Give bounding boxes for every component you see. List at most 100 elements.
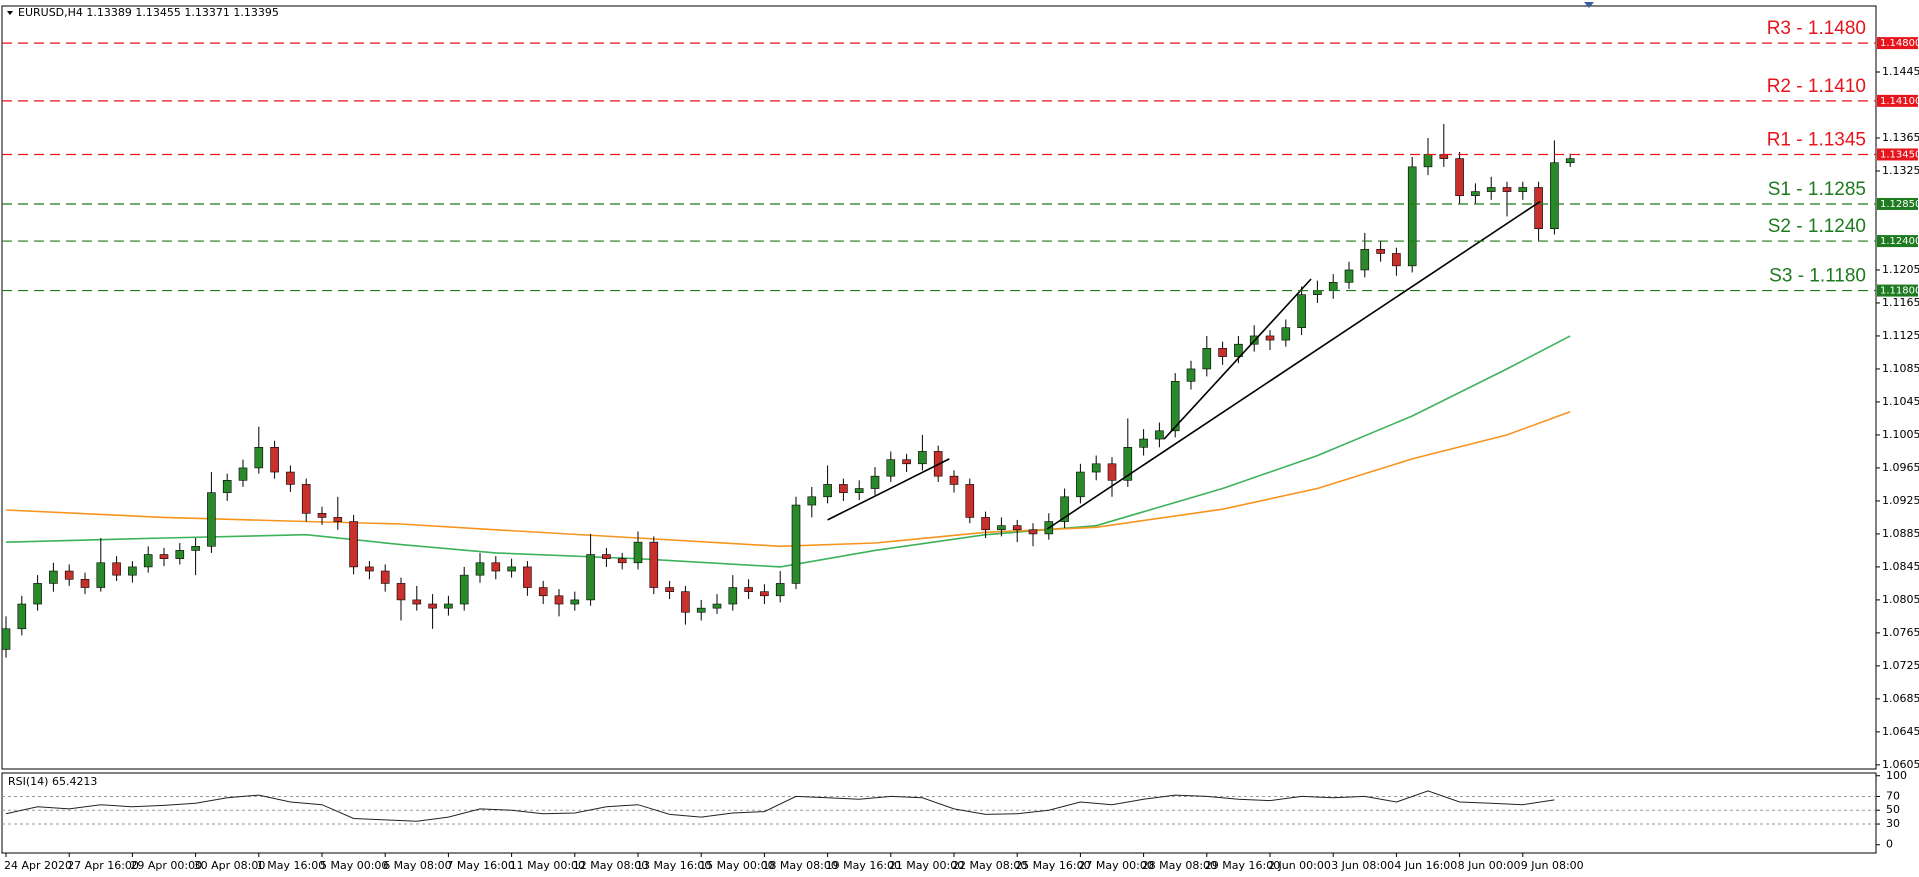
level-label: S2 - 1.1240	[1768, 216, 1866, 237]
candle-body	[1170, 381, 1180, 432]
candle-body	[791, 504, 801, 584]
candle-body	[1297, 294, 1306, 328]
level-tag	[1877, 284, 1918, 297]
trendline	[827, 458, 950, 521]
x-tick-label: 12 May 08:00	[573, 859, 648, 872]
candle-body	[349, 521, 358, 568]
candle-body	[428, 603, 437, 609]
level-tag	[1877, 148, 1918, 161]
candle-body	[1360, 249, 1370, 271]
x-tick-label: 28 May 08:00	[1142, 859, 1217, 872]
level-label: R1 - 1.1345	[1767, 129, 1866, 150]
x-tick-label: 29 Apr 00:00	[130, 859, 202, 872]
candle-body	[1471, 191, 1480, 197]
x-tick-label: 27 May 00:00	[1078, 859, 1153, 872]
candle-body	[49, 570, 58, 584]
candle-body	[1123, 447, 1133, 481]
x-tick-label: 1 May 16:00	[257, 859, 325, 872]
x-tick-label: 30 Apr 08:00	[194, 859, 266, 872]
candle-body	[1028, 529, 1038, 535]
candle-body	[96, 562, 106, 588]
candle-body	[112, 562, 121, 576]
y-tick-label: 1.11250	[1882, 329, 1919, 342]
x-tick-label: 4 Jun 16:00	[1394, 859, 1457, 872]
level-tag-label: 1.14100	[1880, 96, 1919, 107]
candle-body	[491, 562, 501, 572]
candle-body	[254, 447, 264, 469]
level-tag-label: 1.12400	[1880, 236, 1919, 247]
candle-body	[1455, 158, 1464, 197]
candle-body	[1423, 154, 1433, 168]
candle-body	[807, 496, 817, 506]
y-tick-label: 1.06850	[1882, 692, 1919, 705]
candle-body	[396, 583, 406, 601]
y-tick-label: 1.10050	[1882, 428, 1919, 441]
level-tag	[1877, 37, 1918, 50]
candle-body	[1486, 187, 1496, 192]
candle-body	[602, 554, 611, 559]
candle-body	[965, 484, 975, 518]
x-tick-label: 7 May 16:00	[446, 859, 514, 872]
candle-body	[696, 607, 706, 613]
level-label: R3 - 1.1480	[1767, 18, 1866, 39]
level-tag-label: 1.11800	[1880, 286, 1919, 297]
candle-body	[1155, 430, 1164, 440]
candle-body	[712, 603, 722, 609]
y-tick-label: 1.08450	[1882, 560, 1919, 573]
candle-body	[17, 603, 27, 630]
candle-body	[760, 591, 769, 597]
level-tag	[1877, 197, 1918, 210]
candle-body	[1107, 463, 1117, 481]
candle-body	[839, 484, 848, 493]
candle-body	[1076, 471, 1085, 498]
chart-title: EURUSD,H4 1.13389 1.13455 1.13371 1.1339…	[18, 6, 279, 19]
candle-body	[1328, 282, 1338, 291]
candle-body	[80, 578, 90, 588]
candle-body	[886, 459, 896, 477]
candle-body	[633, 541, 643, 564]
rsi-line	[5, 790, 1555, 822]
candle-body	[459, 574, 469, 605]
candle-body	[333, 517, 343, 522]
rsi-tick-label: 100	[1886, 769, 1907, 782]
x-tick-label: 27 Apr 16:00	[67, 859, 139, 872]
y-tick-label: 1.12050	[1882, 263, 1919, 276]
x-tick-label: 6 May 08:00	[383, 859, 451, 872]
candle-body	[1091, 463, 1101, 473]
trendline	[1046, 200, 1541, 530]
candle-body	[523, 566, 532, 588]
level-tag	[1877, 235, 1918, 248]
rsi-pane	[1, 772, 1877, 854]
y-tick-label: 1.10450	[1882, 395, 1919, 408]
candle-body	[444, 603, 453, 609]
candle-body	[1534, 187, 1543, 230]
x-tick-label: 21 May 00:00	[889, 859, 964, 872]
candle-body	[128, 566, 137, 576]
x-tick-label: 13 May 16:00	[636, 859, 711, 872]
x-tick-label: 18 May 08:00	[762, 859, 837, 872]
y-tick-label: 1.08850	[1882, 527, 1919, 540]
candle-body	[1281, 327, 1291, 341]
x-tick-label: 3 Jun 08:00	[1331, 859, 1394, 872]
moving-average	[5, 335, 1571, 568]
candle-body	[507, 566, 516, 572]
candle-body	[870, 475, 880, 489]
y-tick-label: 1.06050	[1882, 758, 1919, 771]
candle-body	[649, 541, 659, 588]
candle-body	[823, 484, 832, 498]
candle-body	[207, 492, 216, 547]
candle-body	[1139, 438, 1148, 448]
candle-body	[681, 591, 690, 613]
candle-body	[1186, 368, 1196, 382]
candle-body	[175, 550, 185, 559]
level-tag-label: 1.12850	[1880, 199, 1919, 210]
x-tick-label: 22 May 08:00	[952, 859, 1027, 872]
candle-body	[238, 467, 248, 481]
y-tick-label: 1.11650	[1882, 296, 1919, 309]
candle-body	[475, 562, 485, 576]
candle-body	[159, 554, 169, 559]
x-tick-label: 29 May 16:00	[1205, 859, 1280, 872]
trendline	[1163, 278, 1312, 440]
candle-body	[286, 471, 295, 485]
